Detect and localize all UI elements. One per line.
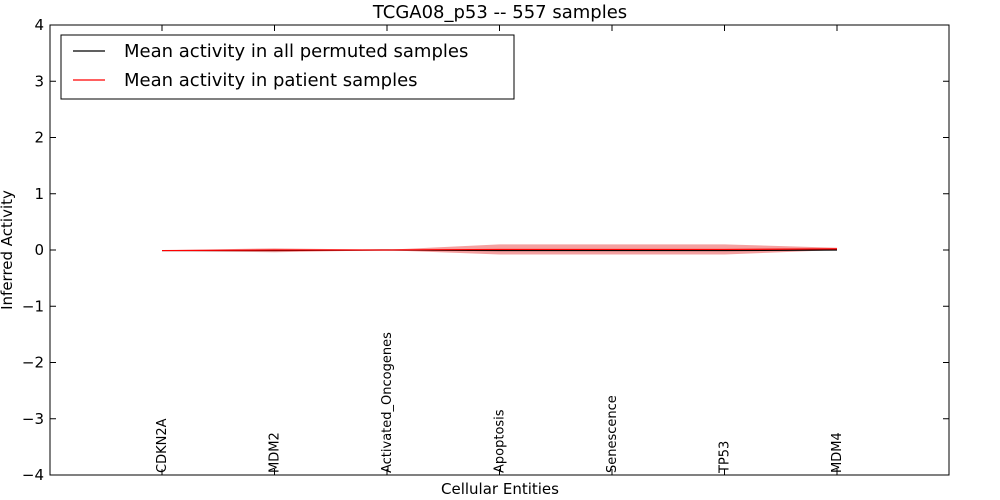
chart-title: TCGA08_p53 -- 557 samples (372, 2, 627, 23)
legend-label-patient: Mean activity in patient samples (124, 70, 418, 91)
y-tick-label: −3 (22, 410, 44, 428)
y-tick-label: 2 (34, 129, 44, 147)
y-tick-label: 4 (34, 16, 44, 34)
series-line-patient (161, 248, 838, 252)
x-tick-label-mdm2: MDM2 (268, 432, 283, 473)
legend: Mean activity in all permuted samples Me… (60, 34, 515, 100)
x-tick-label-mdm4: MDM4 (830, 432, 845, 473)
y-tick-label: −1 (22, 297, 44, 315)
plot-frame (49, 24, 950, 476)
x-axis-label: Cellular Entities (441, 480, 559, 498)
y-tick-label: 1 (34, 185, 44, 203)
y-tick-label: 0 (34, 241, 44, 259)
y-tick-label: −4 (22, 466, 44, 484)
legend-label-permuted: Mean activity in all permuted samples (124, 41, 468, 62)
x-tick-label-apoptosis: Apoptosis (493, 409, 508, 473)
y-axis-label: Inferred Activity (0, 190, 16, 310)
x-tick-label-tp53: TP53 (718, 441, 733, 474)
x-tick-label-senescence: Senescence (605, 395, 620, 473)
x-tick-label-cdkn2a: CDKN2A (155, 418, 170, 473)
legend-box (60, 34, 515, 100)
y-tick-label: 3 (34, 72, 44, 90)
y-tick-label: −2 (22, 354, 44, 372)
x-tick-label-activated-oncogenes: Activated_Oncogenes (380, 332, 395, 473)
